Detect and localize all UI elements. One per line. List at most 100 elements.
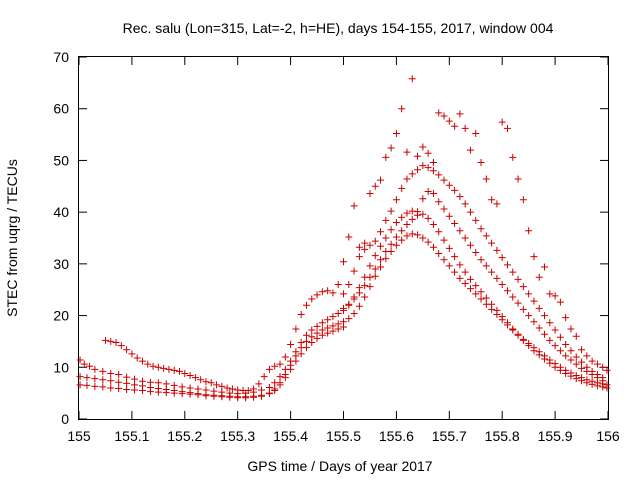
data-point [350, 267, 358, 275]
data-point [572, 353, 580, 361]
data-point [392, 233, 400, 241]
data-point [466, 241, 474, 249]
y-tick-label: 60 [53, 101, 69, 117]
chart-title: Rec. salu (Lon=315, Lat=-2, h=HE), days … [123, 20, 554, 36]
data-point [535, 351, 543, 359]
data-point [572, 332, 580, 340]
data-point [115, 371, 123, 379]
x-tick-label: 155.8 [485, 428, 520, 444]
data-point [530, 347, 538, 355]
data-point [154, 388, 162, 396]
data-point [265, 365, 273, 373]
data-point [350, 295, 358, 303]
data-point [583, 352, 591, 360]
data-point [514, 331, 522, 339]
data-point [382, 255, 390, 263]
data-point [414, 211, 422, 219]
data-point [313, 322, 321, 330]
data-point [535, 273, 543, 281]
data-point [392, 218, 400, 226]
data-point [482, 232, 490, 240]
data-point [424, 164, 432, 172]
data-points [76, 75, 611, 402]
data-point [493, 274, 501, 282]
data-point [302, 301, 310, 309]
data-point [308, 295, 316, 303]
data-point [345, 281, 353, 289]
data-point [218, 382, 226, 390]
data-point [260, 373, 268, 381]
data-point [408, 75, 416, 83]
data-point [213, 381, 221, 389]
data-point [461, 234, 469, 242]
data-point [435, 198, 443, 206]
data-point [387, 207, 395, 215]
data-point [556, 333, 564, 341]
data-point [244, 387, 252, 395]
data-point [546, 359, 554, 367]
data-point [408, 170, 416, 178]
data-point [578, 358, 586, 366]
data-point [562, 341, 570, 349]
data-point [451, 186, 459, 194]
data-point [242, 394, 250, 402]
data-point [340, 323, 347, 331]
data-point [445, 244, 453, 252]
x-tick-label: 155.9 [538, 428, 573, 444]
data-point [377, 176, 385, 184]
data-point [498, 281, 506, 289]
data-point [324, 287, 332, 295]
data-point [382, 153, 390, 161]
data-point [551, 363, 559, 371]
data-point [525, 312, 533, 320]
data-point [250, 393, 258, 401]
data-point [392, 130, 400, 138]
data-point [292, 325, 300, 333]
y-tick-label: 40 [53, 204, 69, 220]
data-point [493, 200, 501, 208]
data-point [583, 379, 591, 387]
data-point [194, 391, 202, 399]
data-point [466, 208, 474, 216]
data-point [551, 342, 559, 350]
data-point [519, 336, 527, 344]
data-point [567, 325, 575, 333]
data-point [551, 292, 559, 300]
data-point [186, 390, 194, 398]
data-point [603, 366, 611, 374]
data-point [115, 384, 123, 392]
data-point [461, 200, 469, 208]
data-point [123, 373, 131, 381]
data-point [287, 341, 295, 349]
data-point [572, 360, 580, 368]
data-point [387, 240, 395, 248]
data-point [519, 196, 527, 204]
data-point [361, 282, 369, 290]
data-point [419, 162, 427, 170]
data-point [146, 388, 154, 396]
x-tick-label: 155.3 [220, 428, 255, 444]
y-tick-label: 70 [53, 49, 69, 65]
data-point [414, 166, 422, 174]
data-point [115, 378, 123, 386]
data-point [477, 225, 485, 233]
data-point [477, 295, 485, 303]
data-point [461, 124, 469, 132]
data-point [226, 393, 234, 401]
data-point [382, 234, 390, 242]
data-point [334, 281, 342, 289]
data-point [503, 124, 511, 132]
data-point [99, 383, 107, 391]
data-point [340, 304, 347, 312]
data-point [297, 350, 305, 358]
x-tick-label: 155.1 [114, 428, 149, 444]
data-point [392, 196, 400, 204]
data-point [271, 362, 279, 370]
data-point [525, 342, 533, 350]
data-point [202, 378, 210, 386]
data-point [445, 181, 453, 189]
data-point [340, 290, 347, 298]
data-point [107, 377, 115, 385]
data-point [387, 226, 395, 234]
data-point [588, 380, 596, 388]
